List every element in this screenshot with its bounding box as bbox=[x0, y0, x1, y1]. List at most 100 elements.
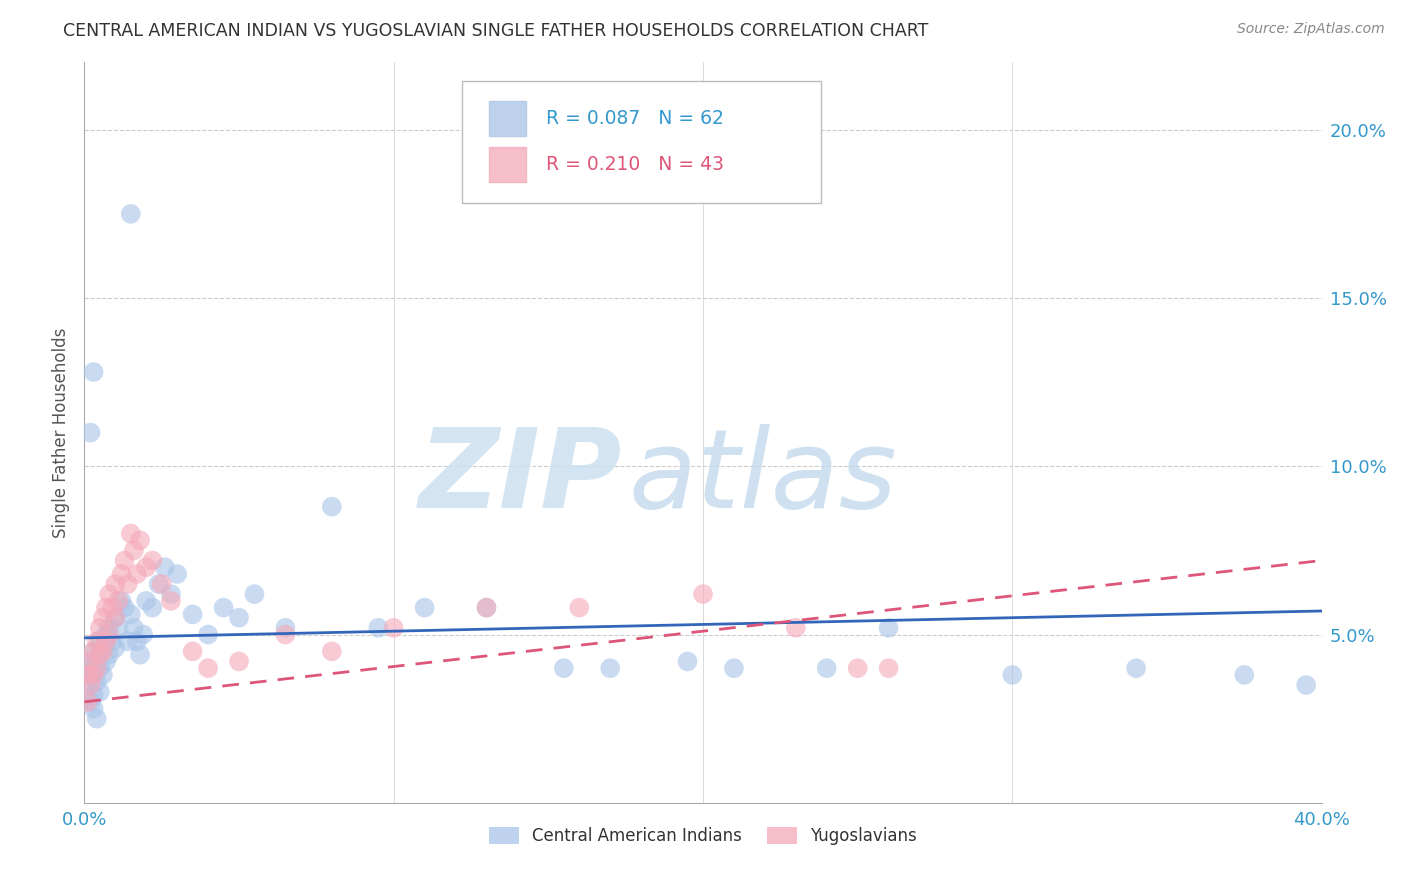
Point bbox=[413, 600, 436, 615]
Point bbox=[91, 644, 114, 658]
Point bbox=[76, 668, 98, 682]
Point bbox=[228, 610, 250, 624]
Point bbox=[94, 634, 117, 648]
Point bbox=[114, 553, 136, 567]
Point bbox=[785, 621, 807, 635]
Point bbox=[122, 543, 145, 558]
Point bbox=[89, 661, 111, 675]
Bar bbox=[489, 101, 526, 136]
Point bbox=[129, 533, 152, 548]
Point bbox=[107, 621, 129, 635]
Point bbox=[1295, 678, 1317, 692]
Point bbox=[228, 655, 250, 669]
Bar bbox=[489, 147, 526, 182]
Point bbox=[91, 668, 114, 682]
Point bbox=[79, 695, 101, 709]
Point bbox=[135, 560, 157, 574]
Point bbox=[83, 644, 105, 658]
FancyBboxPatch shape bbox=[461, 81, 821, 203]
Text: atlas: atlas bbox=[628, 424, 897, 531]
Point bbox=[321, 644, 343, 658]
Point bbox=[367, 621, 389, 635]
Point bbox=[79, 678, 101, 692]
Point bbox=[83, 644, 105, 658]
Point bbox=[274, 627, 297, 641]
Point bbox=[98, 621, 121, 635]
Point bbox=[94, 655, 117, 669]
Point bbox=[76, 661, 98, 675]
Point bbox=[382, 621, 405, 635]
Point bbox=[110, 594, 132, 608]
Point bbox=[1233, 668, 1256, 682]
Point bbox=[153, 560, 176, 574]
Point bbox=[599, 661, 621, 675]
Point bbox=[181, 644, 204, 658]
Point bbox=[148, 577, 170, 591]
Point bbox=[212, 600, 235, 615]
Point bbox=[125, 566, 148, 581]
Point bbox=[553, 661, 575, 675]
Point bbox=[86, 712, 108, 726]
Point bbox=[83, 668, 105, 682]
Point bbox=[692, 587, 714, 601]
Point bbox=[83, 668, 105, 682]
Legend: Central American Indians, Yugoslavians: Central American Indians, Yugoslavians bbox=[481, 819, 925, 854]
Point bbox=[135, 594, 157, 608]
Point bbox=[125, 634, 148, 648]
Point bbox=[568, 600, 591, 615]
Point bbox=[122, 621, 145, 635]
Point bbox=[89, 685, 111, 699]
Point bbox=[160, 587, 183, 601]
Point bbox=[91, 610, 114, 624]
Point bbox=[98, 627, 121, 641]
Point bbox=[83, 701, 105, 715]
Point bbox=[815, 661, 838, 675]
Point bbox=[79, 655, 101, 669]
Point bbox=[76, 695, 98, 709]
Point bbox=[846, 661, 869, 675]
Point bbox=[197, 661, 219, 675]
Point bbox=[114, 600, 136, 615]
Point bbox=[79, 655, 101, 669]
Point bbox=[475, 600, 498, 615]
Point bbox=[181, 607, 204, 622]
Point bbox=[110, 566, 132, 581]
Point bbox=[132, 627, 155, 641]
Point bbox=[107, 594, 129, 608]
Point bbox=[89, 634, 111, 648]
Point bbox=[141, 553, 163, 567]
Point bbox=[98, 648, 121, 662]
Point bbox=[91, 640, 114, 655]
Point bbox=[1125, 661, 1147, 675]
Point bbox=[243, 587, 266, 601]
Point bbox=[475, 600, 498, 615]
Point bbox=[86, 651, 108, 665]
Point bbox=[83, 365, 105, 379]
Point bbox=[83, 688, 105, 702]
Point bbox=[723, 661, 745, 675]
Point bbox=[94, 600, 117, 615]
Point bbox=[274, 621, 297, 635]
Point bbox=[120, 607, 142, 622]
Point bbox=[150, 577, 173, 591]
Point bbox=[117, 577, 139, 591]
Text: CENTRAL AMERICAN INDIAN VS YUGOSLAVIAN SINGLE FATHER HOUSEHOLDS CORRELATION CHAR: CENTRAL AMERICAN INDIAN VS YUGOSLAVIAN S… bbox=[63, 22, 928, 40]
Point bbox=[1001, 668, 1024, 682]
Point bbox=[676, 655, 699, 669]
Point bbox=[197, 627, 219, 641]
Text: R = 0.210   N = 43: R = 0.210 N = 43 bbox=[546, 155, 724, 174]
Point bbox=[104, 610, 127, 624]
Text: ZIP: ZIP bbox=[419, 424, 623, 531]
Point bbox=[86, 634, 108, 648]
Point bbox=[79, 425, 101, 440]
Point bbox=[101, 634, 124, 648]
Point bbox=[101, 600, 124, 615]
Point bbox=[877, 621, 900, 635]
Point bbox=[141, 600, 163, 615]
Point bbox=[86, 674, 108, 689]
Text: R = 0.087   N = 62: R = 0.087 N = 62 bbox=[546, 109, 724, 128]
Point bbox=[129, 648, 152, 662]
Point bbox=[79, 668, 101, 682]
Point bbox=[89, 648, 111, 662]
Point bbox=[120, 526, 142, 541]
